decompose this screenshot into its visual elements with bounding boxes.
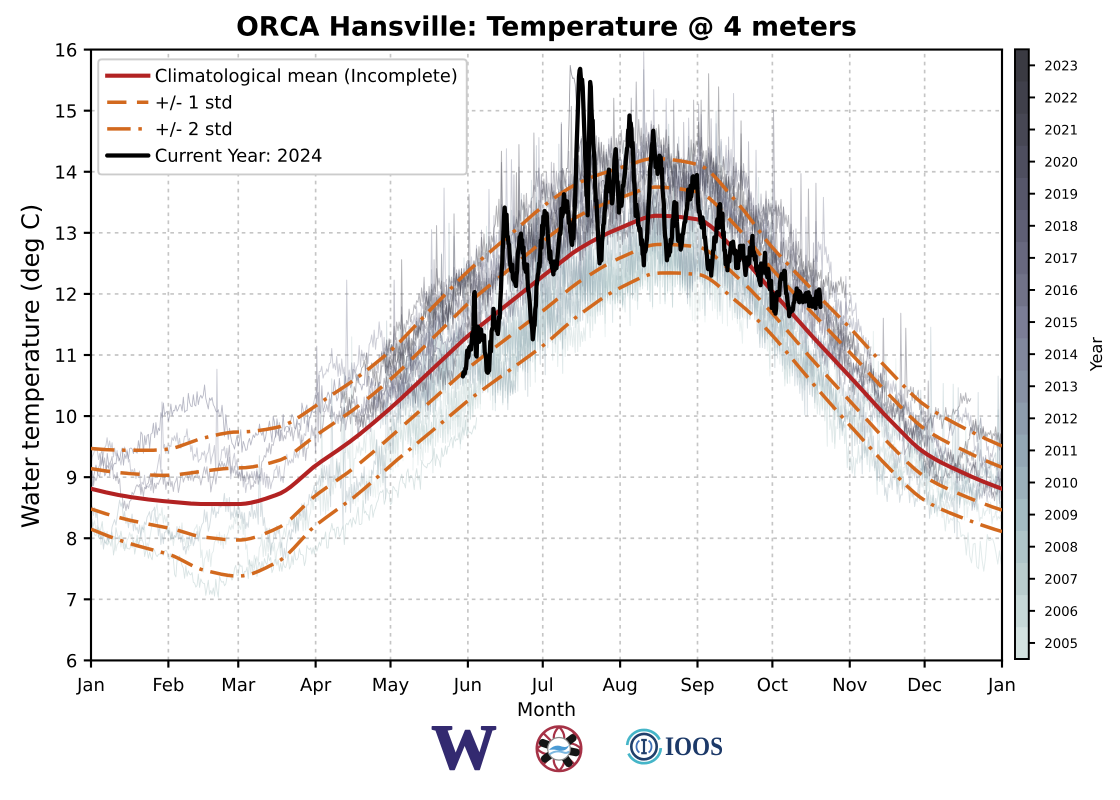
svg-text:IOOS: IOOS (665, 732, 723, 761)
svg-text:W: W (432, 712, 497, 782)
